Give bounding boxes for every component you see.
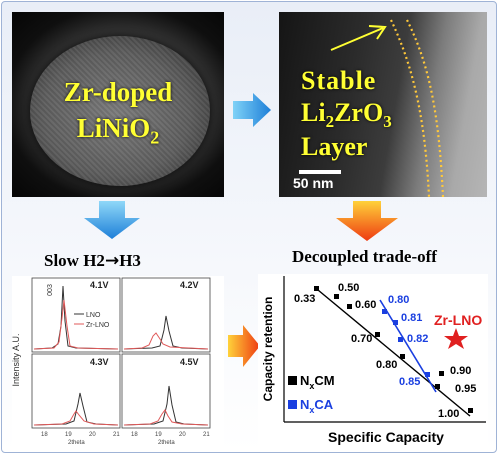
xrd-chart: Intensity A.U. 003 4.1V LNO Zr-LNO 4.2V …: [12, 277, 211, 446]
tick: 18: [41, 432, 48, 438]
nca-label: 0.80: [388, 294, 409, 306]
tem-label-line2: Li2ZrO3: [301, 98, 392, 132]
nca-point: [382, 309, 387, 314]
xrd-subplot-1: [31, 277, 121, 353]
nca-label: 0.82: [407, 333, 428, 345]
ncm-point: [347, 304, 352, 309]
legend-ncm-swatch: [288, 376, 297, 385]
ncm-label: 0.70: [351, 333, 372, 345]
xrd-ylabel: Intensity A.U.: [12, 333, 21, 386]
ncm-label: 1.00: [438, 408, 459, 420]
tradeoff-chart: Capacity retention Specific Capacity 0.3…: [261, 276, 486, 445]
legend-nca-label: NxCA: [300, 397, 334, 415]
legend-zr-label: Zr-LNO: [86, 322, 110, 329]
scale-bar: [299, 170, 341, 174]
tick: 19: [65, 432, 72, 438]
sem-label-line2: LiNiO2: [76, 113, 160, 148]
tem-overlay: [330, 19, 445, 197]
tem-label-line1: Stable: [301, 66, 377, 95]
ncm-label: 0.90: [450, 365, 471, 377]
xrd-xlabel-left: 2theta: [68, 440, 85, 446]
xrd-zr-curve-1: [33, 299, 119, 350]
tick: 20: [179, 432, 186, 438]
tradeoff-heading: Decoupled trade-off: [292, 247, 437, 266]
ncm-point: [375, 332, 380, 337]
legend-nca-swatch: [288, 400, 297, 409]
xrd-zr-curve-2: [123, 332, 209, 350]
tick: 20: [89, 432, 96, 438]
ncm-point: [435, 384, 440, 389]
tradeoff-xlabel: Specific Capacity: [328, 429, 444, 445]
ncm-point: [439, 371, 444, 376]
tick: 18: [131, 432, 138, 438]
scale-label: 50 nm: [293, 175, 334, 191]
nca-point: [393, 320, 398, 325]
ncm-label: 0.33: [294, 293, 315, 305]
xrd-peak-label: 003: [47, 284, 54, 296]
tem-image-panel: Stable Li2ZrO3 Layer 50 nm: [279, 12, 487, 197]
xrd-lno-curve-2: [123, 315, 209, 350]
legend-ncm-label: NxCM: [300, 373, 335, 391]
xrd-subplot-2: [121, 277, 211, 353]
ncm-point: [314, 286, 319, 291]
xrd-heading: Slow H2→H3: [44, 251, 141, 271]
xrd-xlabel-right: 2theta: [158, 440, 175, 446]
xrd-voltage-1: 4.1V: [90, 280, 109, 290]
xrd-voltage-4: 4.5V: [180, 357, 199, 367]
xrd-zr-curve-4: [123, 409, 209, 426]
nca-point: [398, 337, 403, 342]
legend-lno-label: LNO: [86, 312, 101, 319]
xrd-zr-curve-3: [33, 410, 119, 426]
ncm-label: 0.50: [338, 282, 359, 294]
ncm-label: 0.60: [355, 299, 376, 311]
ncm-point: [334, 294, 339, 299]
nca-label: 0.85: [399, 376, 420, 388]
xrd-voltage-3: 4.3V: [90, 357, 109, 367]
tick: 21: [203, 432, 210, 438]
ncm-trend-line: [317, 289, 471, 417]
tradeoff-panel: Capacity retention Specific Capacity 0.3…: [258, 274, 488, 446]
star-icon: [444, 328, 468, 349]
star-label: Zr-LNO: [434, 312, 482, 328]
xrd-panel: Intensity A.U. 003 4.1V LNO Zr-LNO 4.2V …: [12, 276, 224, 446]
nca-label: 0.81: [401, 312, 422, 324]
xrd-voltage-2: 4.2V: [180, 280, 199, 290]
particle-image: [30, 36, 210, 186]
tradeoff-ylabel: Capacity retention: [261, 297, 275, 402]
ncm-point: [468, 408, 473, 413]
ncm-label: 0.95: [455, 383, 476, 395]
right-arrow-top: [233, 93, 271, 127]
ncm-point: [400, 354, 405, 359]
sem-label-line1: Zr-doped: [63, 77, 173, 107]
nca-point: [425, 372, 430, 377]
xrd-lno-curve-3: [33, 392, 119, 426]
right-arrow-bottom: [228, 325, 260, 367]
tem-label-line3: Layer: [301, 132, 368, 161]
xrd-lno-curve-4: [123, 385, 209, 426]
tick: 21: [113, 432, 120, 438]
xrd-subplot-4: [121, 353, 211, 429]
down-arrow-blue: [84, 201, 140, 239]
sem-image-panel: Zr-doped LiNiO2: [12, 12, 224, 197]
tick: 19: [155, 432, 162, 438]
ncm-label: 0.80: [376, 359, 397, 371]
down-arrow-orange: [336, 201, 398, 241]
xrd-subplot-3: [31, 353, 121, 429]
